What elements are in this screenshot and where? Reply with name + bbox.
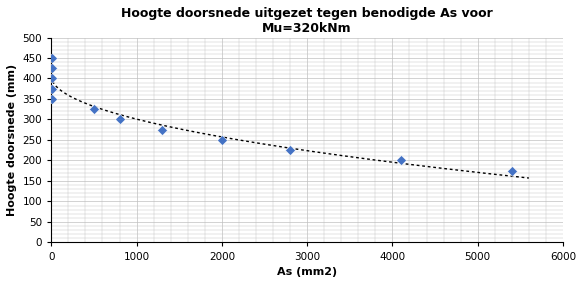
Point [47,66,57,70]
Title: Hoogte doorsnede uitgezet tegen benodigde As voor
Mu=320kNm: Hoogte doorsnede uitgezet tegen benodigd… [121,7,493,35]
Point [89,107,99,112]
Point [115,117,124,122]
Point [47,97,57,101]
Point [157,128,167,132]
Point [396,158,406,163]
X-axis label: As (mm2): As (mm2) [277,267,337,277]
Point [47,76,57,81]
Y-axis label: Hoogte doorsnede (mm): Hoogte doorsnede (mm) [7,64,17,216]
Point [47,86,57,91]
Point [507,168,517,173]
Point [286,148,295,153]
Point [47,56,57,60]
Point [217,138,227,142]
